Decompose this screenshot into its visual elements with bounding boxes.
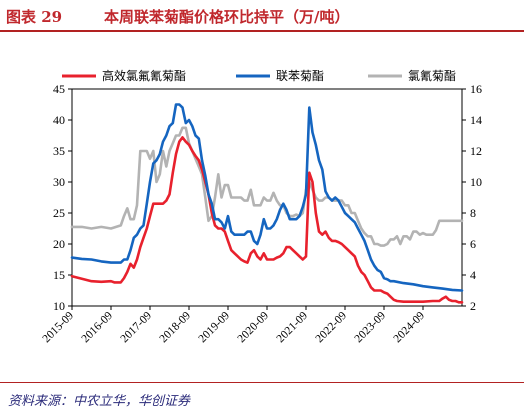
chart-axes: 10 15 20 25 30 35 40 45 2 4 6 8 10 12 14 16 2015-09 2016-… <box>41 82 482 345</box>
y-right-tick-label: 16 <box>470 82 482 96</box>
y-right-tick-label: 4 <box>470 268 476 282</box>
x-tick-label: 2018-09 <box>158 309 194 345</box>
line-chart: 10 15 20 25 30 35 40 45 2 4 6 8 10 12 14 16 2015-09 2016-… <box>41 68 482 345</box>
y-left-tick-label: 10 <box>53 299 65 313</box>
x-tick-label: 2022-09 <box>314 309 350 345</box>
x-tick-label: 2021-09 <box>275 309 311 345</box>
figure-header: 图表 29 本周联苯菊酯价格环比持平（万/吨） <box>0 0 524 32</box>
y-right-tick-label: 12 <box>470 144 482 158</box>
figure-label: 图表 29 <box>6 8 63 26</box>
y-right-tick-label: 6 <box>470 237 476 251</box>
x-tick-label: 2015-09 <box>41 309 77 345</box>
x-tick-label: 2017-09 <box>119 309 155 345</box>
y-left-tick-label: 35 <box>53 144 65 158</box>
source-note: 资料来源：中农立华，华创证券 <box>8 394 191 409</box>
y-left-tick-label: 45 <box>53 82 65 96</box>
chart-legend: 高效氯氟氰菊酯 联苯菊酯 氯氰菊酯 <box>62 68 456 83</box>
legend-label-2: 联苯菊酯 <box>276 69 324 83</box>
y-right-tick-label: 2 <box>470 299 476 313</box>
chart-series <box>70 103 464 304</box>
plot-frame <box>71 88 463 307</box>
x-tick-label: 2016-09 <box>80 309 116 345</box>
y-left-tick-label: 40 <box>53 113 65 127</box>
y-right-tick-label: 14 <box>470 113 482 127</box>
y-right-tick-label: 10 <box>470 175 482 189</box>
legend-label-1: 高效氯氟氰菊酯 <box>102 68 186 83</box>
x-tick-label: 2023-09 <box>353 309 389 345</box>
series-line-2 <box>70 103 464 292</box>
x-tick-label: 2020-09 <box>236 309 272 345</box>
y-left-tick-label: 15 <box>53 268 65 282</box>
x-tick-label: 2019-09 <box>197 309 233 345</box>
y-left-tick-label: 20 <box>53 237 65 251</box>
figure-title: 本周联苯菊酯价格环比持平（万/吨） <box>104 8 350 26</box>
y-right-tick-label: 8 <box>470 206 476 220</box>
y-left-tick-label: 25 <box>53 206 65 220</box>
x-tick-label: 2024-09 <box>392 309 428 345</box>
series-line-1 <box>70 136 464 304</box>
legend-label-3: 氯氰菊酯 <box>408 68 456 83</box>
series-line-3 <box>70 126 464 247</box>
figure-footer: 资料来源：中农立华，华创证券 <box>0 382 524 414</box>
y-left-tick-label: 30 <box>53 175 65 189</box>
